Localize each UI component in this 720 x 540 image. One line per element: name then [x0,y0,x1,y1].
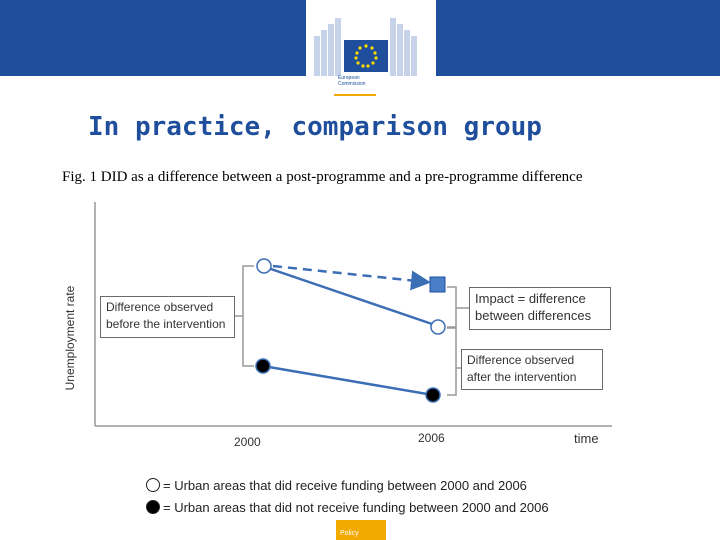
footer-text: Policy [340,530,359,537]
treated-2006-point [430,319,446,335]
figure-caption: Fig. 1 DID as a difference between a pos… [62,169,583,185]
counterfactual-line [272,264,431,291]
after-intervention-box: Difference observed after the interventi… [461,349,603,390]
counterfactual-point [429,276,446,293]
legend-text-treated: = Urban areas that did receive funding b… [163,477,527,493]
slide-title: In practice, comparison group [88,112,542,142]
control-2006-point [425,387,441,403]
before-box-line1: Difference observed [106,300,214,314]
legend-text-control: = Urban areas that did not receive fundi… [163,499,549,515]
x-tick-2000: 2000 [234,435,261,449]
impact-box-line1: Impact = difference [475,291,586,306]
legend-item-treated: = Urban areas that did receive funding b… [146,475,527,495]
logo-text: European Commission [338,75,366,87]
after-bracket [447,327,457,396]
control-2000-point [255,358,271,374]
before-box-line2: before the intervention [106,317,226,331]
treated-2000-point [256,258,272,274]
before-bracket [242,265,254,367]
x-axis-time-label: time [574,431,599,446]
impact-box: Impact = difference between differences [469,287,611,330]
impact-box-line2: between differences [475,308,592,323]
logo-line1: European [338,75,360,81]
open-circle-icon [146,478,160,492]
after-box-line1: Difference observed [467,353,575,367]
control-line [262,364,434,397]
after-box-line2: after the intervention [467,370,577,384]
footer-tab [336,520,386,540]
impact-bracket [447,286,457,328]
filled-circle-icon [146,500,160,514]
eu-flag-icon [314,18,417,76]
logo-line2: Commission [338,81,366,87]
logo-panel [306,0,436,100]
y-axis-label: Unemployment rate [63,285,77,391]
before-intervention-box: Difference observed before the intervent… [100,296,235,338]
legend-item-control: = Urban areas that did not receive fundi… [146,497,549,517]
treated-line [264,265,436,327]
logo-underline [334,94,376,96]
x-tick-2006: 2006 [418,431,445,445]
